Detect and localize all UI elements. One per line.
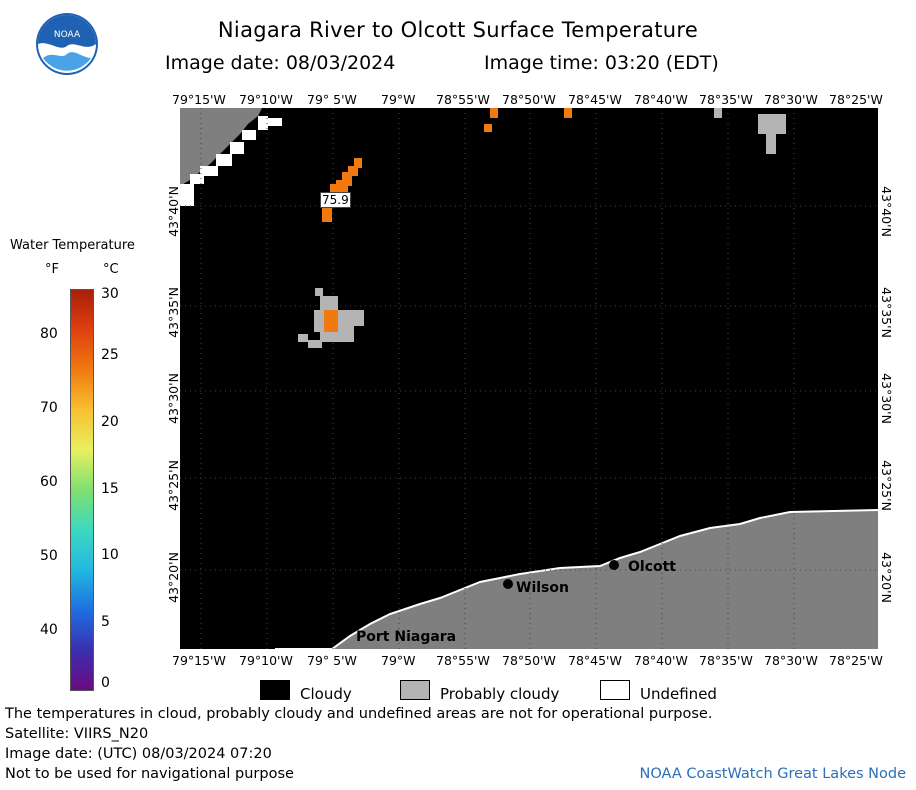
land-usa bbox=[275, 510, 878, 649]
lon-label-top: 79° 5'W bbox=[307, 92, 357, 107]
place-label-wilson: Wilson bbox=[516, 580, 569, 596]
lon-label-bottom: 79°W bbox=[381, 653, 416, 668]
lat-label-right: 43°20'N bbox=[878, 552, 894, 603]
wilson-marker bbox=[503, 579, 513, 589]
lat-label-left: 43°35'N bbox=[165, 287, 181, 338]
lon-label-bottom: 79°10'W bbox=[239, 653, 293, 668]
lon-label-bottom: 79°15'W bbox=[172, 653, 226, 668]
lat-label-left: 43°30'N bbox=[165, 373, 181, 424]
lon-label-bottom: 78°55'W bbox=[436, 653, 490, 668]
lon-label-top: 78°40'W bbox=[634, 92, 688, 107]
noaa-logo-text: NOAA bbox=[54, 30, 81, 40]
image-time: Image time: 03:20 (EDT) bbox=[484, 52, 719, 74]
colorbar-c-tick: 25 bbox=[101, 347, 119, 363]
navigation-warning: Not to be used for navigational purpose bbox=[5, 766, 294, 782]
lat-label-right: 43°40'N bbox=[878, 186, 894, 237]
lon-label-top: 78°35'W bbox=[699, 92, 753, 107]
lat-label-left: 43°20'N bbox=[165, 552, 181, 603]
lon-label-top: 79°10'W bbox=[239, 92, 293, 107]
colorbar-f-tick: 80 bbox=[40, 326, 58, 342]
colorbar-c-tick: 0 bbox=[101, 675, 110, 691]
temperature-map bbox=[180, 108, 878, 649]
lon-label-bottom: 78°40'W bbox=[634, 653, 688, 668]
olcott-marker bbox=[609, 560, 619, 570]
warm-water-pixels bbox=[322, 108, 572, 332]
colorbar-title: Water Temperature bbox=[10, 238, 135, 253]
lon-label-top: 78°50'W bbox=[502, 92, 556, 107]
legend-label-undefined: Undefined bbox=[640, 685, 717, 703]
colorbar-c-tick: 30 bbox=[101, 286, 119, 302]
lon-label-bottom: 78°45'W bbox=[568, 653, 622, 668]
lat-label-right: 43°30'N bbox=[878, 373, 894, 424]
colorbar-f-tick: 70 bbox=[40, 400, 58, 416]
legend-swatch-undefined bbox=[600, 680, 630, 700]
colorbar-f-tick: 40 bbox=[40, 622, 58, 638]
disclaimer-text: The temperatures in cloud, probably clou… bbox=[5, 706, 713, 722]
place-label-olcott: Olcott bbox=[628, 559, 677, 575]
lat-label-right: 43°35'N bbox=[878, 287, 894, 338]
colorbar-f-tick: 60 bbox=[40, 474, 58, 490]
lon-label-top: 78°30'W bbox=[764, 92, 818, 107]
lon-label-top: 79°W bbox=[381, 92, 416, 107]
lon-label-top: 78°55'W bbox=[436, 92, 490, 107]
place-label-port-niagara: Port Niagara bbox=[356, 629, 457, 645]
noaa-logo: NOAA bbox=[36, 13, 98, 75]
lon-label-top: 78°45'W bbox=[568, 92, 622, 107]
colorbar-c-tick: 15 bbox=[101, 481, 119, 497]
utc-date-text: Image date: (UTC) 08/03/2024 07:20 bbox=[5, 746, 272, 762]
lon-label-bottom: 78°50'W bbox=[502, 653, 556, 668]
undefined-shoreline-canada bbox=[180, 116, 282, 206]
satellite-text: Satellite: VIIRS_N20 bbox=[5, 726, 149, 742]
colorbar-c-tick: 5 bbox=[101, 614, 110, 630]
colorbar-f-tick: 50 bbox=[40, 548, 58, 564]
map-title: Niagara River to Olcott Surface Temperat… bbox=[217, 18, 699, 42]
legend-swatch-cloudy bbox=[260, 680, 290, 700]
colorbar bbox=[70, 289, 94, 691]
lon-label-top: 78°25'W bbox=[829, 92, 883, 107]
colorbar-unit-f: °F bbox=[45, 262, 59, 277]
colorbar-c-tick: 20 bbox=[101, 414, 119, 430]
legend-label-cloudy: Cloudy bbox=[300, 685, 352, 703]
lat-label-right: 43°25'N bbox=[878, 460, 894, 511]
lon-label-top: 79°15'W bbox=[172, 92, 226, 107]
lat-label-left: 43°25'N bbox=[165, 460, 181, 511]
temperature-reading: 75.9 bbox=[320, 192, 351, 208]
graticule bbox=[180, 108, 878, 649]
credit-link[interactable]: NOAA CoastWatch Great Lakes Node bbox=[639, 766, 906, 782]
image-date: Image date: 08/03/2024 bbox=[165, 52, 396, 74]
lon-label-bottom: 79° 5'W bbox=[307, 653, 357, 668]
lon-label-bottom: 78°35'W bbox=[699, 653, 753, 668]
colorbar-unit-c: °C bbox=[103, 262, 119, 277]
shoreline-usa bbox=[275, 509, 878, 649]
legend-swatch-probably-cloudy bbox=[400, 680, 430, 700]
lon-label-bottom: 78°30'W bbox=[764, 653, 818, 668]
colorbar-c-tick: 10 bbox=[101, 547, 119, 563]
lat-label-left: 43°40'N bbox=[165, 186, 181, 237]
lon-label-bottom: 78°25'W bbox=[829, 653, 883, 668]
legend-label-probably-cloudy: Probably cloudy bbox=[440, 685, 560, 703]
